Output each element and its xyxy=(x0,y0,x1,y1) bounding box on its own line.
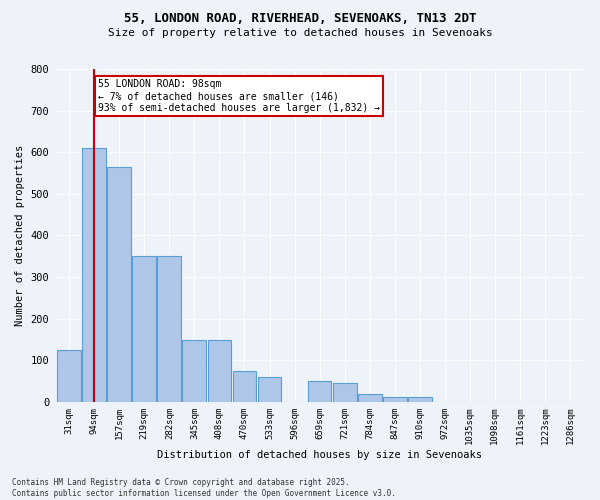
Text: Size of property relative to detached houses in Sevenoaks: Size of property relative to detached ho… xyxy=(107,28,493,38)
Bar xyxy=(82,148,106,402)
Bar xyxy=(358,394,382,402)
Bar xyxy=(133,256,156,402)
Bar xyxy=(182,340,206,402)
Bar xyxy=(383,397,407,402)
Text: 55 LONDON ROAD: 98sqm
← 7% of detached houses are smaller (146)
93% of semi-deta: 55 LONDON ROAD: 98sqm ← 7% of detached h… xyxy=(98,80,380,112)
Bar xyxy=(333,383,356,402)
Y-axis label: Number of detached properties: Number of detached properties xyxy=(15,145,25,326)
Text: 55, LONDON ROAD, RIVERHEAD, SEVENOAKS, TN13 2DT: 55, LONDON ROAD, RIVERHEAD, SEVENOAKS, T… xyxy=(124,12,476,26)
Bar xyxy=(57,350,81,402)
Bar xyxy=(257,377,281,402)
Bar xyxy=(107,167,131,402)
Bar xyxy=(208,340,232,402)
Bar xyxy=(408,397,431,402)
Bar xyxy=(233,370,256,402)
X-axis label: Distribution of detached houses by size in Sevenoaks: Distribution of detached houses by size … xyxy=(157,450,482,460)
Bar xyxy=(157,256,181,402)
Text: Contains HM Land Registry data © Crown copyright and database right 2025.
Contai: Contains HM Land Registry data © Crown c… xyxy=(12,478,396,498)
Bar xyxy=(308,381,331,402)
